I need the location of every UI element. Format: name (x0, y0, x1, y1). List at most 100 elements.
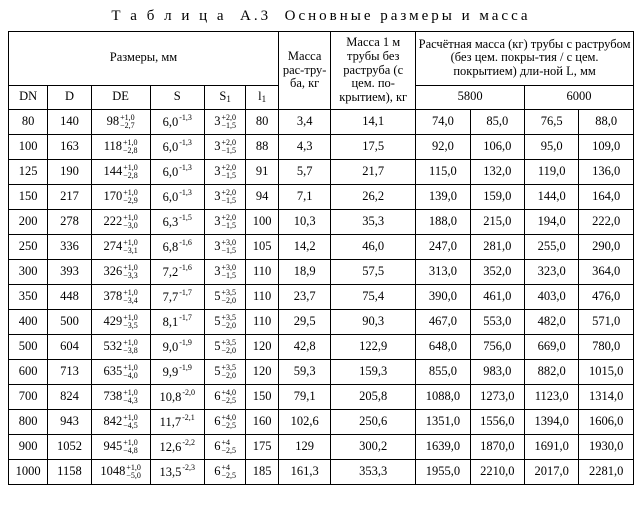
cell-dn: 150 (9, 184, 48, 209)
cell-m1m: 57,5 (331, 259, 416, 284)
cell-s: 7,7-1,7 (150, 284, 204, 309)
cell-s: 11,7-2,1 (150, 409, 204, 434)
cell-mr: 4,3 (279, 134, 331, 159)
table-row: 125190144+1,0−2,86,0-1,33+2,0−1,5915,721… (9, 159, 634, 184)
cell-i1: 150 (246, 384, 279, 409)
cell-de: 118+1,0−2,8 (91, 134, 150, 159)
cell-de: 945+1,0−4,8 (91, 434, 150, 459)
cell-s: 6,0-1,3 (150, 109, 204, 134)
cell-5800a: 1955,0 (416, 459, 470, 484)
cell-mr: 161,3 (279, 459, 331, 484)
cell-6000b: 1314,0 (579, 384, 634, 409)
cell-s1: 3+2,0−1,5 (204, 184, 245, 209)
cell-5800b: 1870,0 (470, 434, 524, 459)
cell-dn: 900 (9, 434, 48, 459)
cell-d: 943 (48, 409, 92, 434)
caption-num: А.3 (240, 8, 271, 24)
cell-6000b: 2281,0 (579, 459, 634, 484)
cell-5800a: 1088,0 (416, 384, 470, 409)
cell-mr: 42,8 (279, 334, 331, 359)
cell-dn: 700 (9, 384, 48, 409)
cell-6000a: 76,5 (525, 109, 579, 134)
cell-5800a: 1351,0 (416, 409, 470, 434)
cell-de: 1048+1,0−5,0 (91, 459, 150, 484)
cell-s: 7,2-1,6 (150, 259, 204, 284)
cell-5800a: 139,0 (416, 184, 470, 209)
cell-mr: 18,9 (279, 259, 331, 284)
cell-6000b: 222,0 (579, 209, 634, 234)
table-row: 300393326+1,0−3,37,2-1,63+3,0−1,511018,9… (9, 259, 634, 284)
cell-mr: 23,7 (279, 284, 331, 309)
cell-d: 1052 (48, 434, 92, 459)
cell-m1m: 250,6 (331, 409, 416, 434)
cell-s1: 3+2,0−1,5 (204, 109, 245, 134)
cell-dn: 800 (9, 409, 48, 434)
cell-6000a: 144,0 (525, 184, 579, 209)
cell-6000a: 323,0 (525, 259, 579, 284)
caption-lead: Т а б л и ц а (111, 8, 226, 24)
cell-6000a: 194,0 (525, 209, 579, 234)
cell-5800b: 106,0 (470, 134, 524, 159)
cell-s: 9,0-1,9 (150, 334, 204, 359)
cell-i1: 160 (246, 409, 279, 434)
cell-de: 170+1,0−2,9 (91, 184, 150, 209)
cell-mr: 129 (279, 434, 331, 459)
cell-s: 6,3-1,5 (150, 209, 204, 234)
cell-6000a: 95,0 (525, 134, 579, 159)
cell-m1m: 35,3 (331, 209, 416, 234)
cell-6000a: 1394,0 (525, 409, 579, 434)
cell-mr: 3,4 (279, 109, 331, 134)
cell-5800a: 467,0 (416, 309, 470, 334)
cell-6000a: 119,0 (525, 159, 579, 184)
cell-6000a: 403,0 (525, 284, 579, 309)
cell-de: 635+1,0−4,0 (91, 359, 150, 384)
cell-i1: 80 (246, 109, 279, 134)
cell-de: 429+1,0−3,5 (91, 309, 150, 334)
cell-de: 144+1,0−2,8 (91, 159, 150, 184)
cell-d: 278 (48, 209, 92, 234)
cell-dn: 200 (9, 209, 48, 234)
cell-s1: 3+3,0−1,5 (204, 234, 245, 259)
table-row: 150217170+1,0−2,96,0-1,33+2,0−1,5947,126… (9, 184, 634, 209)
cell-i1: 120 (246, 334, 279, 359)
cell-5800a: 390,0 (416, 284, 470, 309)
cell-5800b: 215,0 (470, 209, 524, 234)
cell-d: 190 (48, 159, 92, 184)
cell-5800b: 352,0 (470, 259, 524, 284)
cell-i1: 110 (246, 284, 279, 309)
cell-d: 824 (48, 384, 92, 409)
table-row: 800943842+1,0−4,511,7-2,16+4,0−2,5160102… (9, 409, 634, 434)
cell-s: 6,0-1,3 (150, 184, 204, 209)
cell-5800b: 1273,0 (470, 384, 524, 409)
cell-m1m: 300,2 (331, 434, 416, 459)
head-s1: S1 (204, 85, 245, 109)
cell-dn: 1000 (9, 459, 48, 484)
cell-dn: 80 (9, 109, 48, 134)
cell-s1: 6+4,0−2,5 (204, 409, 245, 434)
table-row: 600713635+1,0−4,09,9-1,95+3,5−2,012059,3… (9, 359, 634, 384)
cell-s1: 3+2,0−1,5 (204, 209, 245, 234)
cell-d: 140 (48, 109, 92, 134)
cell-s1: 3+2,0−1,5 (204, 134, 245, 159)
cell-6000b: 364,0 (579, 259, 634, 284)
cell-6000b: 88,0 (579, 109, 634, 134)
cell-6000a: 2017,0 (525, 459, 579, 484)
cell-de: 842+1,0−4,5 (91, 409, 150, 434)
cell-6000b: 109,0 (579, 134, 634, 159)
cell-m1m: 353,3 (331, 459, 416, 484)
cell-6000b: 290,0 (579, 234, 634, 259)
cell-6000a: 882,0 (525, 359, 579, 384)
cell-5800a: 648,0 (416, 334, 470, 359)
head-mass-1m: Масса 1 м трубы без раструба (с цем. по-… (331, 32, 416, 110)
cell-de: 532+1,0−3,8 (91, 334, 150, 359)
cell-5800a: 855,0 (416, 359, 470, 384)
cell-5800b: 553,0 (470, 309, 524, 334)
cell-5800b: 85,0 (470, 109, 524, 134)
cell-6000b: 571,0 (579, 309, 634, 334)
cell-d: 336 (48, 234, 92, 259)
cell-6000a: 1691,0 (525, 434, 579, 459)
cell-s1: 3+3,0−1,5 (204, 259, 245, 284)
cell-i1: 88 (246, 134, 279, 159)
head-5800: 5800 (416, 85, 525, 109)
cell-5800a: 313,0 (416, 259, 470, 284)
